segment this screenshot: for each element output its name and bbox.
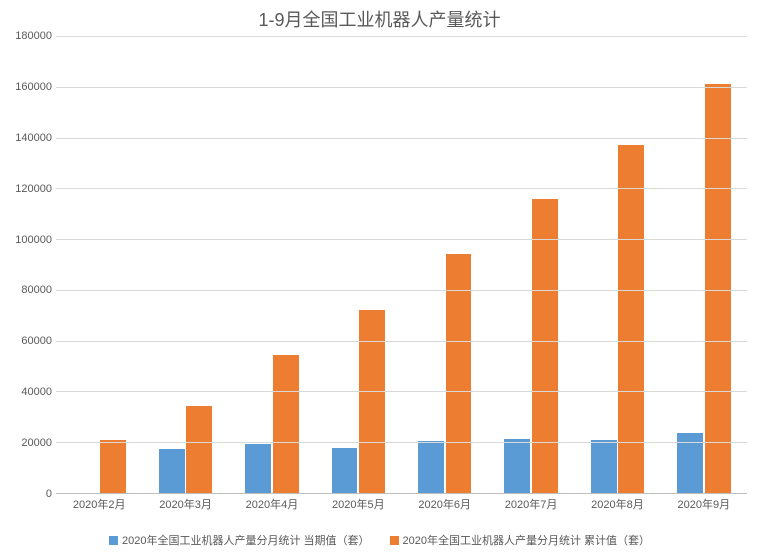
xtick-label: 2020年6月 — [418, 496, 471, 512]
ytick-label: 140000 — [15, 132, 52, 144]
bar — [186, 406, 212, 493]
legend: 2020年全国工业机器人产量分月统计 当期值（套） 2020年全国工业机器人产量分… — [0, 532, 759, 548]
chart-title: 1-9月全国工业机器人产量统计 — [0, 6, 759, 32]
xtick-label: 2020年5月 — [332, 496, 385, 512]
plot-area — [56, 36, 747, 494]
gridline — [56, 138, 747, 139]
bar — [273, 355, 299, 493]
gridline — [56, 442, 747, 443]
ytick-label: 60000 — [21, 335, 52, 347]
ytick-label: 100000 — [15, 234, 52, 246]
bar — [332, 448, 358, 493]
legend-item: 2020年全国工业机器人产量分月统计 累计值（套） — [390, 532, 651, 548]
bar — [245, 444, 271, 493]
xtick-label: 2020年4月 — [246, 496, 299, 512]
bar — [418, 441, 444, 493]
legend-swatch — [390, 536, 399, 545]
bars-layer — [56, 36, 747, 493]
bar — [618, 145, 644, 493]
bar — [532, 199, 558, 494]
ytick-label: 0 — [46, 488, 52, 500]
legend-text: 2020年全国工业机器人产量分月统计 累计值（套） — [403, 535, 651, 547]
legend-text: 2020年全国工业机器人产量分月统计 当期值（套） — [122, 535, 370, 547]
chart-container: 1-9月全国工业机器人产量统计 0 20000 40000 60000 80000 100… — [0, 0, 759, 554]
legend-swatch — [109, 536, 118, 545]
bar — [705, 84, 731, 493]
bar — [159, 449, 185, 493]
gridline — [56, 290, 747, 291]
ytick-label: 180000 — [15, 30, 52, 42]
x-axis-ticks: 2020年2月 2020年3月 2020年4月 2020年5月 2020年6月 2020年… — [56, 496, 747, 514]
xtick-label: 2020年9月 — [678, 496, 731, 512]
ytick-label: 20000 — [21, 437, 52, 449]
ytick-label: 80000 — [21, 284, 52, 296]
xtick-label: 2020年8月 — [591, 496, 644, 512]
bar — [504, 439, 530, 493]
bar — [100, 440, 126, 493]
legend-item: 2020年全国工业机器人产量分月统计 当期值（套） — [109, 532, 370, 548]
ytick-label: 120000 — [15, 183, 52, 195]
gridline — [56, 239, 747, 240]
y-axis-ticks: 0200004000060000800001000001200001400001… — [0, 36, 56, 494]
xtick-label: 2020年3月 — [159, 496, 212, 512]
bar — [591, 440, 617, 493]
ytick-label: 160000 — [15, 81, 52, 93]
xtick-label: 2020年7月 — [505, 496, 558, 512]
xtick-label: 2020年2月 — [73, 496, 126, 512]
ytick-label: 40000 — [21, 386, 52, 398]
gridline — [56, 36, 747, 37]
bar — [359, 310, 385, 493]
gridline — [56, 341, 747, 342]
gridline — [56, 87, 747, 88]
gridline — [56, 391, 747, 392]
gridline — [56, 188, 747, 189]
